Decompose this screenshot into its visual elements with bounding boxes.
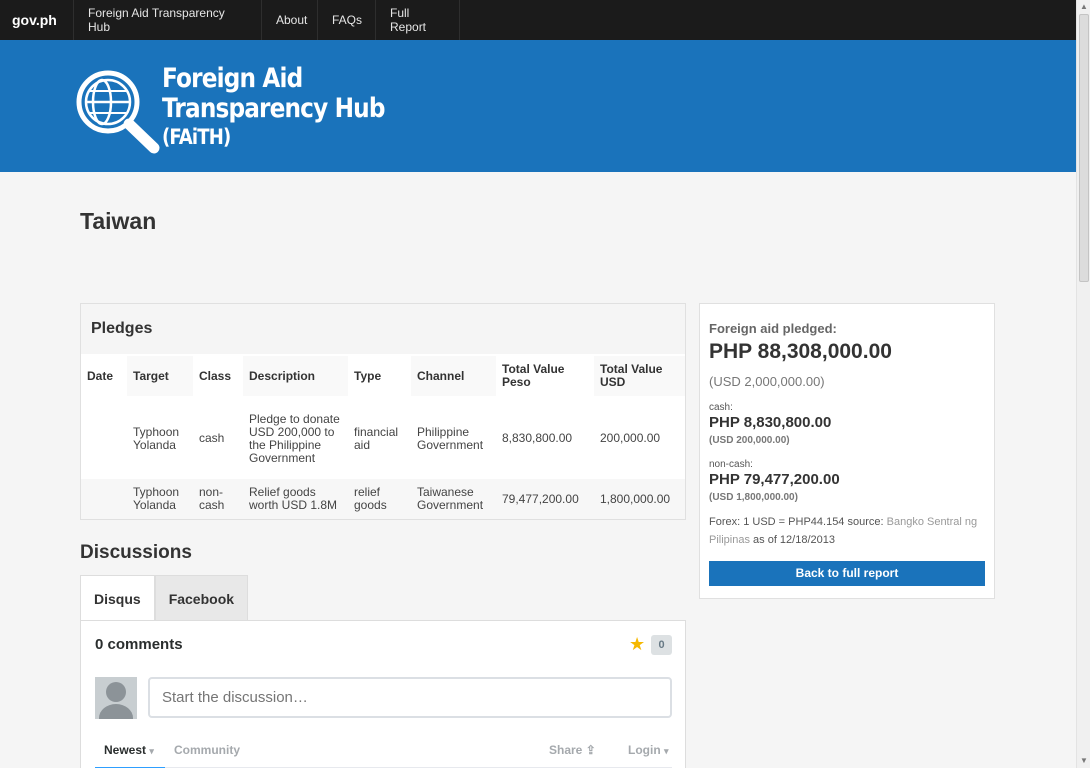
pledges-table: Date Target Class Description Type Chann… [81,354,685,519]
cell-target: Typhoon Yolanda [127,479,193,519]
cell-peso: 79,477,200.00 [496,479,594,519]
col-header-total-peso: Total Value Peso [496,354,594,398]
vertical-scrollbar[interactable]: ▲ ▼ [1076,0,1090,768]
col-header-description: Description [243,354,348,398]
pledges-heading: Pledges [81,304,685,354]
login-dropdown[interactable]: Login ▾ [628,743,669,757]
faith-logo-text: Foreign Aid Transparency Hub (FAiTH) [162,64,385,150]
cash-label: cash: [709,402,733,413]
share-icon: ⇪ [585,743,596,757]
cell-class: non-cash [193,479,243,519]
cell-peso: 8,830,800.00 [496,397,594,479]
col-header-target: Target [127,354,193,398]
nav-item-faqs[interactable]: FAQs [318,0,376,40]
col-header-class: Class [193,354,243,398]
table-row: Typhoon Yolanda non-cash Relief goods wo… [81,479,685,519]
cell-target: Typhoon Yolanda [127,397,193,479]
noncash-php: PHP 79,477,200.00 [709,471,840,488]
star-icon[interactable]: ★ [629,634,646,654]
cell-class: cash [193,397,243,479]
discussion-tabs: Disqus Facebook [80,575,249,621]
scroll-up-icon[interactable]: ▲ [1080,2,1088,11]
cell-channel: Taiwanese Government [411,479,496,519]
magnifier-globe-icon [76,70,160,154]
chevron-down-icon: ▾ [664,746,669,756]
cell-description: Relief goods worth USD 1.8M [243,479,348,519]
noncash-usd: (USD 1,800,000.00) [709,492,798,503]
nav-item-faith[interactable]: Foreign Aid Transparency Hub [74,0,262,40]
col-header-type: Type [348,354,411,398]
cell-date [81,479,127,519]
nav-item-about[interactable]: About [262,0,318,40]
community-tab[interactable]: Community [174,743,240,757]
cell-channel: Philippine Government [411,397,496,479]
logo-line-1: Foreign Aid [162,63,303,94]
page-title: Taiwan [80,208,157,234]
discussion-input[interactable] [148,677,672,718]
share-button[interactable]: Share ⇪ [549,743,596,757]
login-label: Login [628,743,661,757]
scroll-down-icon[interactable]: ▼ [1080,756,1088,765]
disqus-subnav: Newest ▾ Community Share ⇪ Login ▾ [95,737,672,768]
comments-count: 0 comments [95,636,183,653]
avatar [95,677,137,719]
top-navbar: gov.ph Foreign Aid Transparency Hub Abou… [0,0,1076,40]
table-row: Typhoon Yolanda cash Pledge to donate US… [81,397,685,479]
forex-source-link[interactable]: Bangko Sentral ng Pilipinas [709,516,978,546]
back-to-full-report-button[interactable]: Back to full report [709,561,985,586]
discussions-heading: Discussions [80,542,192,563]
govph-brand-link[interactable]: gov.ph [0,0,74,40]
cash-usd: (USD 200,000.00) [709,435,790,446]
col-header-channel: Channel [411,354,496,398]
scrollbar-thumb[interactable] [1079,14,1089,282]
cash-php: PHP 8,830,800.00 [709,414,832,431]
star-count-badge: 0 [651,635,672,655]
total-php: PHP 88,308,000.00 [709,340,892,363]
cell-type: relief goods [348,479,411,519]
col-header-total-usd: Total Value USD [594,354,685,398]
forex-note: Forex: 1 USD = PHP44.154 source: Bangko … [709,513,985,549]
disqus-panel: 0 comments ★ 0 Newest ▾ Community Share … [80,620,686,768]
tab-disqus[interactable]: Disqus [80,575,155,621]
logo-line-3: (FAiTH) [162,125,231,149]
pledged-label: Foreign aid pledged: [709,321,837,336]
share-label: Share [549,743,583,757]
cell-usd: 200,000.00 [594,397,685,479]
avatar-head-shape [106,682,126,702]
cell-type: financial aid [348,397,411,479]
avatar-body-shape [99,704,133,719]
cell-description: Pledge to donate USD 200,000 to the Phil… [243,397,348,479]
pledges-panel: Pledges Date Target Class Description Ty… [80,303,686,520]
forex-text: Forex: 1 USD = PHP44.154 source: [709,516,884,528]
tab-facebook[interactable]: Facebook [154,575,249,621]
sort-newest-label: Newest [104,743,147,757]
header-banner: Foreign Aid Transparency Hub (FAiTH) [0,40,1076,172]
aid-summary-panel: Foreign aid pledged: PHP 88,308,000.00 (… [699,303,995,599]
noncash-label: non-cash: [709,459,753,470]
cell-date [81,397,127,479]
forex-date: as of 12/18/2013 [753,534,835,546]
nav-item-full-report[interactable]: Full Report [376,0,460,40]
total-usd: (USD 2,000,000.00) [709,374,825,389]
chevron-down-icon: ▾ [149,746,154,756]
cell-usd: 1,800,000.00 [594,479,685,519]
logo-line-2: Transparency Hub [162,93,385,124]
col-header-date: Date [81,354,127,398]
table-header-row: Date Target Class Description Type Chann… [81,354,685,398]
sort-newest-dropdown[interactable]: Newest ▾ [104,743,154,757]
